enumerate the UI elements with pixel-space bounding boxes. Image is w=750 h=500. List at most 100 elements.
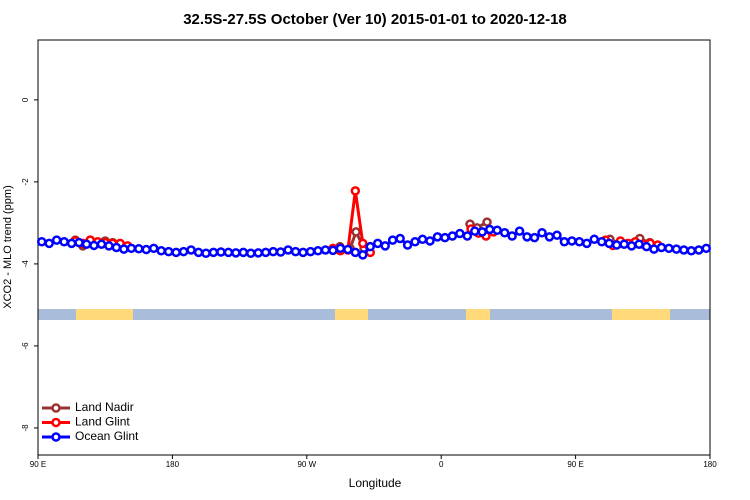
data-point [701, 243, 712, 254]
data-point [589, 234, 600, 245]
surface-band [38, 309, 710, 320]
data-point [134, 243, 144, 254]
data-point [522, 232, 532, 242]
data-point [44, 238, 54, 249]
y-tick-label: -8 [21, 424, 30, 432]
chart-title: 32.5S-27.5S October (Ver 10) 2015-01-01 … [183, 11, 567, 28]
data-point [275, 247, 286, 257]
data-point [425, 236, 435, 246]
data-point [514, 226, 525, 236]
legend-marker [51, 417, 61, 428]
data-point [81, 239, 92, 249]
data-point [432, 232, 443, 242]
data-point [477, 227, 488, 237]
data-point [66, 238, 77, 249]
data-point [350, 186, 361, 196]
x-tick-label: 90 E [30, 460, 46, 469]
land-band [466, 309, 490, 320]
data-point [163, 246, 174, 257]
data-point [260, 247, 271, 258]
data-point [596, 237, 607, 247]
legend-label: Land Glint [75, 415, 130, 429]
data-point [499, 227, 510, 238]
data-point [193, 247, 204, 258]
data-point [507, 231, 517, 241]
data-point [328, 245, 338, 256]
data-point [484, 224, 495, 235]
legend-label: Ocean Glint [75, 429, 139, 443]
y-tick-label: -2 [21, 178, 30, 186]
y-tick-label: -4 [21, 260, 30, 268]
data-point [410, 237, 420, 247]
x-axis-label: Longitude [349, 476, 402, 490]
x-tick-label: 0 [439, 460, 444, 469]
data-point [462, 231, 473, 241]
data-point [350, 247, 361, 258]
data-point [216, 247, 226, 257]
data-point [544, 232, 555, 242]
data-point [111, 242, 122, 253]
data-point [104, 241, 114, 251]
data-point [186, 245, 196, 255]
data-point [372, 238, 383, 249]
data-point [634, 239, 644, 249]
data-point [178, 246, 189, 257]
data-point [201, 248, 211, 258]
data-point [455, 228, 465, 239]
data-point [283, 245, 293, 255]
data-point [380, 241, 390, 251]
data-point [313, 246, 323, 256]
y-axis-label: XCO2 - MLO trend (ppm) [2, 185, 14, 308]
data-point [626, 241, 637, 251]
data-point [582, 238, 592, 249]
data-point [36, 237, 47, 247]
x-tick-label: 90 E [567, 460, 583, 469]
data-point [51, 235, 62, 245]
data-point [552, 230, 562, 240]
data-point [559, 237, 570, 247]
data-point [482, 217, 492, 227]
data-point [447, 231, 458, 241]
data-point [208, 247, 219, 258]
land-band [612, 309, 670, 320]
data-point [141, 244, 152, 255]
data-point [656, 242, 667, 253]
data-point [417, 234, 428, 245]
ocean-band [38, 309, 710, 320]
data-point [223, 247, 234, 258]
land-band [76, 309, 133, 320]
data-point [268, 246, 278, 257]
data-point [679, 245, 689, 255]
data-point [365, 241, 376, 252]
data-point [611, 240, 622, 250]
data-point [246, 248, 256, 258]
data-point [351, 227, 361, 237]
data-point [358, 238, 368, 249]
data-point [148, 243, 159, 254]
data-point [231, 248, 241, 258]
data-point [440, 232, 450, 243]
data-point [537, 227, 547, 238]
data-point [529, 232, 540, 243]
data-point [96, 239, 107, 249]
data-point [358, 250, 368, 260]
data-point [619, 239, 629, 249]
data-point [343, 244, 353, 255]
land-band [335, 309, 368, 320]
y-tick-label: 0 [21, 97, 30, 102]
data-point [402, 240, 413, 250]
data-point [574, 237, 585, 247]
x-tick-label: 90 W [297, 460, 316, 469]
x-tick-label: 180 [166, 460, 180, 469]
data-point [470, 226, 480, 236]
legend-marker [51, 403, 61, 413]
legend-marker [51, 432, 61, 442]
data-point [604, 238, 614, 249]
data-point [320, 245, 331, 255]
data-point [641, 241, 652, 252]
data-point [126, 243, 137, 254]
legend-label: Land Nadir [75, 400, 134, 414]
data-point [567, 236, 577, 246]
